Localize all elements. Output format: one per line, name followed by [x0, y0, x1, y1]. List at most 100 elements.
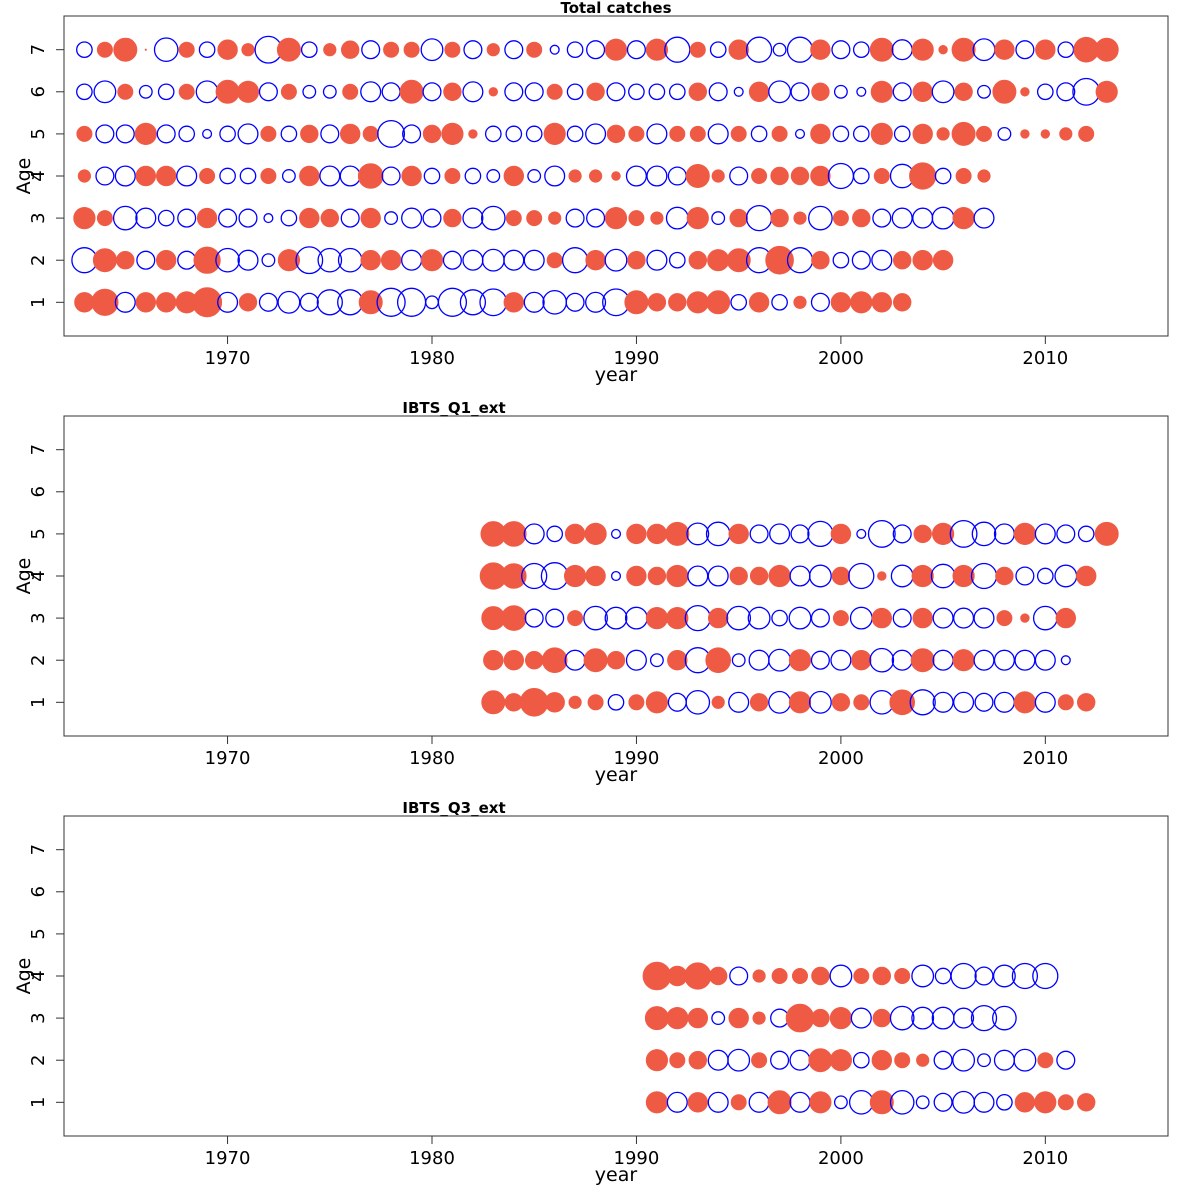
negative-residual-bubble — [322, 84, 337, 99]
negative-residual-bubble — [934, 167, 952, 185]
positive-residual-bubble — [341, 40, 360, 59]
positive-residual-bubble — [894, 1052, 911, 1069]
negative-residual-bubble — [646, 165, 668, 187]
negative-residual-bubble — [848, 1089, 874, 1115]
negative-residual-bubble — [549, 44, 560, 55]
positive-residual-bubble — [624, 290, 649, 315]
negative-residual-bubble — [667, 692, 687, 712]
positive-residual-bubble — [1055, 607, 1077, 629]
positive-residual-bubble — [543, 122, 566, 145]
positive-residual-bubble — [793, 211, 807, 225]
positive-residual-bubble — [604, 38, 628, 61]
positive-residual-bubble — [443, 82, 462, 102]
negative-residual-bubble — [319, 165, 341, 187]
positive-residual-bubble — [913, 524, 932, 544]
negative-residual-bubble — [993, 691, 1015, 713]
positive-residual-bubble — [280, 83, 297, 100]
negative-residual-bubble — [300, 41, 318, 59]
positive-residual-bubble — [546, 252, 563, 269]
positive-residual-bubble — [788, 649, 812, 672]
positive-residual-bubble — [748, 292, 770, 313]
negative-residual-bubble — [993, 649, 1015, 671]
negative-residual-bubble — [280, 209, 298, 227]
negative-residual-bubble — [949, 519, 978, 548]
x-tick-label: 1970 — [205, 748, 251, 769]
negative-residual-bubble — [869, 647, 895, 673]
positive-residual-bubble — [260, 125, 277, 142]
positive-residual-bubble — [650, 211, 664, 225]
positive-residual-bubble — [519, 687, 549, 717]
positive-residual-bubble — [668, 293, 687, 312]
y-tick-label: 7 — [28, 444, 49, 455]
positive-residual-bubble — [936, 127, 950, 141]
positive-residual-bubble — [954, 82, 973, 102]
positive-residual-bubble — [870, 80, 893, 103]
negative-residual-bubble — [195, 80, 219, 104]
positive-residual-bubble — [992, 79, 1017, 104]
positive-residual-bubble — [829, 1049, 853, 1072]
positive-residual-bubble — [564, 523, 586, 545]
positive-residual-bubble — [1094, 521, 1119, 546]
negative-residual-bubble — [442, 250, 462, 270]
negative-residual-bubble — [748, 1091, 770, 1113]
positive-residual-bubble — [851, 649, 872, 671]
negative-residual-bubble — [892, 608, 912, 628]
negative-residual-bubble — [157, 209, 175, 227]
positive-residual-bubble — [770, 208, 789, 228]
positive-residual-bubble — [707, 607, 729, 629]
positive-residual-bubble — [952, 649, 975, 672]
positive-residual-bubble — [830, 523, 852, 545]
y-tick-label: 2 — [28, 254, 49, 265]
positive-residual-bubble — [1037, 1052, 1054, 1069]
positive-residual-bubble — [911, 564, 934, 588]
positive-residual-bubble — [996, 610, 1013, 627]
positive-residual-bubble — [645, 606, 669, 630]
negative-residual-bubble — [157, 83, 175, 101]
negative-residual-bubble — [768, 690, 792, 714]
positive-residual-bubble — [488, 87, 498, 97]
negative-residual-bubble — [992, 1005, 1017, 1031]
negative-residual-bubble — [733, 86, 744, 97]
positive-residual-bubble — [568, 169, 582, 183]
negative-residual-bubble — [628, 83, 645, 101]
negative-residual-bubble — [237, 249, 259, 271]
negative-residual-bubble — [973, 207, 995, 229]
negative-residual-bubble — [138, 84, 153, 99]
positive-residual-bubble — [686, 291, 709, 314]
negative-residual-bubble — [831, 40, 851, 60]
negative-residual-bubble — [974, 966, 994, 986]
y-tick-label: 2 — [28, 1054, 49, 1065]
positive-residual-bubble — [113, 37, 138, 62]
positive-residual-bubble — [116, 251, 135, 270]
negative-residual-bubble — [361, 40, 381, 60]
positive-residual-bubble — [645, 38, 669, 61]
negative-residual-bubble — [178, 125, 196, 143]
positive-residual-bubble — [135, 292, 157, 313]
negative-residual-bubble — [1056, 82, 1076, 102]
negative-residual-bubble — [277, 290, 301, 314]
positive-residual-bubble — [669, 1052, 686, 1069]
positive-residual-bubble — [831, 566, 851, 586]
x-tick-label: 2000 — [818, 748, 864, 769]
plot-frame — [63, 815, 1169, 1137]
negative-residual-bubble — [566, 125, 584, 143]
positive-residual-bubble — [585, 250, 606, 271]
negative-residual-bubble — [705, 521, 731, 547]
positive-residual-bubble — [708, 966, 728, 986]
negative-residual-bubble — [909, 689, 936, 716]
negative-residual-bubble — [1014, 649, 1036, 671]
positive-residual-bubble — [117, 83, 134, 100]
positive-residual-bubble — [889, 689, 916, 716]
positive-residual-bubble — [932, 250, 954, 271]
positive-residual-bubble — [604, 207, 628, 230]
positive-residual-bubble — [788, 691, 812, 714]
positive-residual-bubble — [809, 1091, 832, 1114]
positive-residual-bubble — [892, 251, 912, 270]
y-axis-title: Age — [13, 958, 35, 995]
negative-residual-bubble — [973, 607, 995, 629]
negative-residual-bubble — [911, 1006, 935, 1030]
positive-residual-bubble — [912, 607, 933, 629]
positive-residual-bubble — [645, 1049, 669, 1072]
negative-residual-bubble — [808, 205, 833, 231]
positive-residual-bubble — [583, 648, 608, 673]
